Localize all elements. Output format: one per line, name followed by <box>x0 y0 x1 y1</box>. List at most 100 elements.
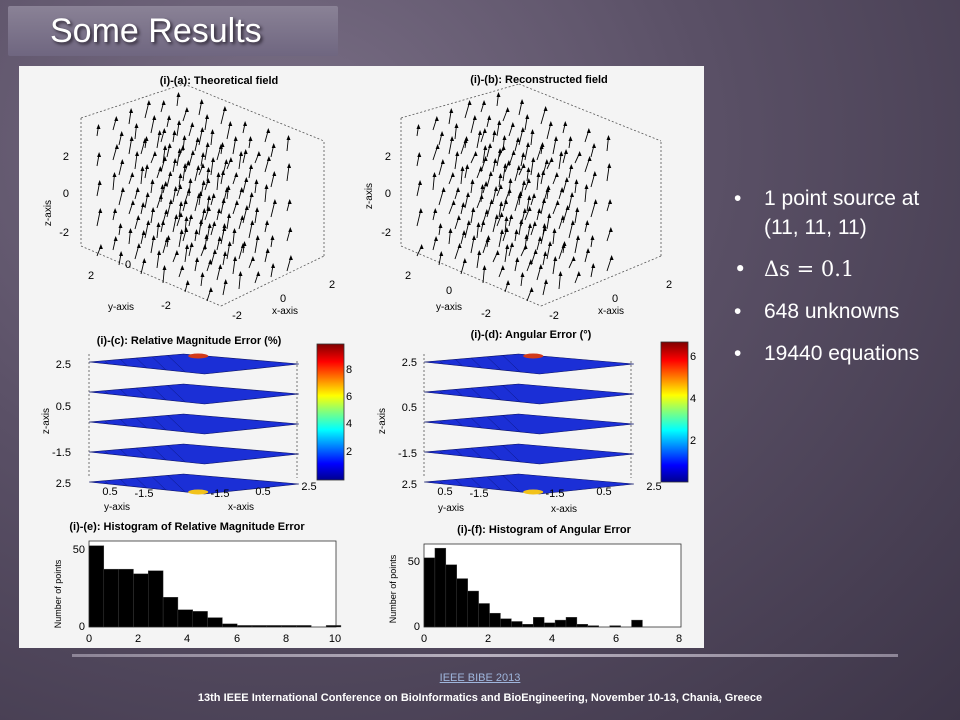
slice-grid-line <box>471 417 482 429</box>
field-arrow-head <box>206 178 211 183</box>
field-arrow-head <box>473 151 478 156</box>
slice-grid-line <box>104 360 109 365</box>
panel-c-xtick-3: 2.5 <box>301 481 316 493</box>
field-arrow-head <box>522 180 527 185</box>
histogram-bar <box>88 545 105 628</box>
field-arrow-head <box>476 222 481 227</box>
histogram-bar <box>609 625 621 628</box>
panel-e-title: (i)-(e): Histogram of Relative Magnitude… <box>69 521 305 533</box>
field-arrow-head <box>450 136 455 141</box>
field-arrow-head <box>555 200 560 205</box>
histogram-bar <box>576 624 589 628</box>
panel-c-zlabel: z-axis <box>41 408 52 434</box>
panel-f-ytick-50: 50 <box>408 556 420 568</box>
field-arrow-head <box>216 172 221 177</box>
field-arrow-head <box>538 264 543 269</box>
field-arrow-head <box>206 206 211 211</box>
field-arrow-head <box>199 99 204 104</box>
field-arrow-head <box>163 181 168 186</box>
field-arrow-head <box>519 219 524 224</box>
bullet-item: 19440 equations <box>734 339 949 368</box>
field-arrow-head <box>195 257 200 262</box>
field-arrow-head <box>136 243 141 248</box>
field-arrow-head <box>516 137 521 142</box>
field-arrow-head <box>486 235 491 240</box>
panel-d-layers <box>423 353 635 495</box>
field-arrow-head <box>509 214 514 219</box>
field-arrow-head <box>521 163 526 168</box>
histogram-bar <box>118 568 134 628</box>
field-arrow-head <box>288 255 293 260</box>
field-arrow-head <box>164 209 169 214</box>
field-arrow-head <box>482 265 487 270</box>
field-arrow-head <box>190 150 195 155</box>
panel-b-ytick-3: -2 <box>481 308 491 320</box>
field-arrow-head <box>212 249 217 254</box>
field-arrow-head <box>97 152 102 157</box>
panel-c-box <box>88 354 298 478</box>
field-arrow-head <box>184 216 189 221</box>
field-arrow-head <box>505 244 510 249</box>
field-arrow-head <box>141 230 146 235</box>
field-arrow-head <box>223 279 228 284</box>
slice-grid-line <box>455 389 463 397</box>
field-arrow-head <box>287 199 292 204</box>
field-arrow-head <box>441 187 446 192</box>
field-arrow-head <box>201 180 206 185</box>
error-slice <box>423 383 635 405</box>
panel-e-xtick-2: 2 <box>135 633 141 645</box>
slice-grid-line <box>486 476 502 491</box>
panel-b-xlabel: x-axis <box>598 306 624 317</box>
field-arrow-head <box>211 193 216 198</box>
field-arrow-head <box>462 258 467 263</box>
field-arrow-head <box>543 251 548 256</box>
field-arrow-head <box>145 164 150 169</box>
field-arrow-head <box>511 150 516 155</box>
field-arrow-head <box>145 192 150 197</box>
field-arrow-head <box>464 136 469 141</box>
field-arrow-head <box>180 265 185 270</box>
slice-grid-line <box>167 475 186 493</box>
slice-grid-line <box>120 479 128 487</box>
field-arrow-head <box>500 229 505 234</box>
field-arrow-head <box>584 184 589 189</box>
field-arrow-head <box>184 107 189 112</box>
field-arrow-head <box>186 188 191 193</box>
error-hotspot <box>523 489 544 495</box>
field-arrow-head <box>162 156 167 161</box>
field-arrow-head <box>546 185 551 190</box>
field-arrow-head <box>212 221 217 226</box>
panel-d-ztick-2: 0.5 <box>402 402 417 414</box>
field-arrow-head <box>151 207 156 212</box>
field-arrow-head <box>592 171 597 176</box>
field-arrow-head <box>586 128 591 133</box>
histogram-bar <box>296 625 312 628</box>
field-arrow-head <box>575 207 580 212</box>
field-arrow-head <box>271 263 276 268</box>
field-arrow-head <box>528 223 533 228</box>
slice-grid-line <box>136 447 147 459</box>
histogram-bar <box>511 621 523 628</box>
field-arrow-head <box>482 100 487 105</box>
panel-b-xtick-3: 2 <box>666 279 672 291</box>
panel-a-box <box>80 83 325 307</box>
slice-grid-line <box>455 419 463 427</box>
panel-e-bars <box>88 545 342 628</box>
footer-link[interactable]: IEEE BIBE 2013 <box>439 672 521 684</box>
slice-grid-line <box>167 355 186 373</box>
field-arrow-head <box>142 258 147 263</box>
field-arrow-head <box>520 272 525 277</box>
field-arrow-head <box>548 241 553 246</box>
panel-f-xtick-0: 0 <box>421 633 427 645</box>
field-arrow-head <box>242 241 247 246</box>
field-arrow-head <box>526 178 531 183</box>
field-arrow-head <box>531 157 536 162</box>
panel-b-ytick-2: 0 <box>446 285 452 297</box>
field-arrow-head <box>450 172 455 177</box>
histogram-bar <box>631 619 643 628</box>
bullet-list: 1 point source at (11, 11, 11) Δs = 0.1 … <box>734 184 949 381</box>
histogram-bar <box>489 612 501 628</box>
field-arrow-head <box>189 242 194 247</box>
field-arrow-head <box>249 164 254 169</box>
error-hotspot <box>523 353 544 359</box>
